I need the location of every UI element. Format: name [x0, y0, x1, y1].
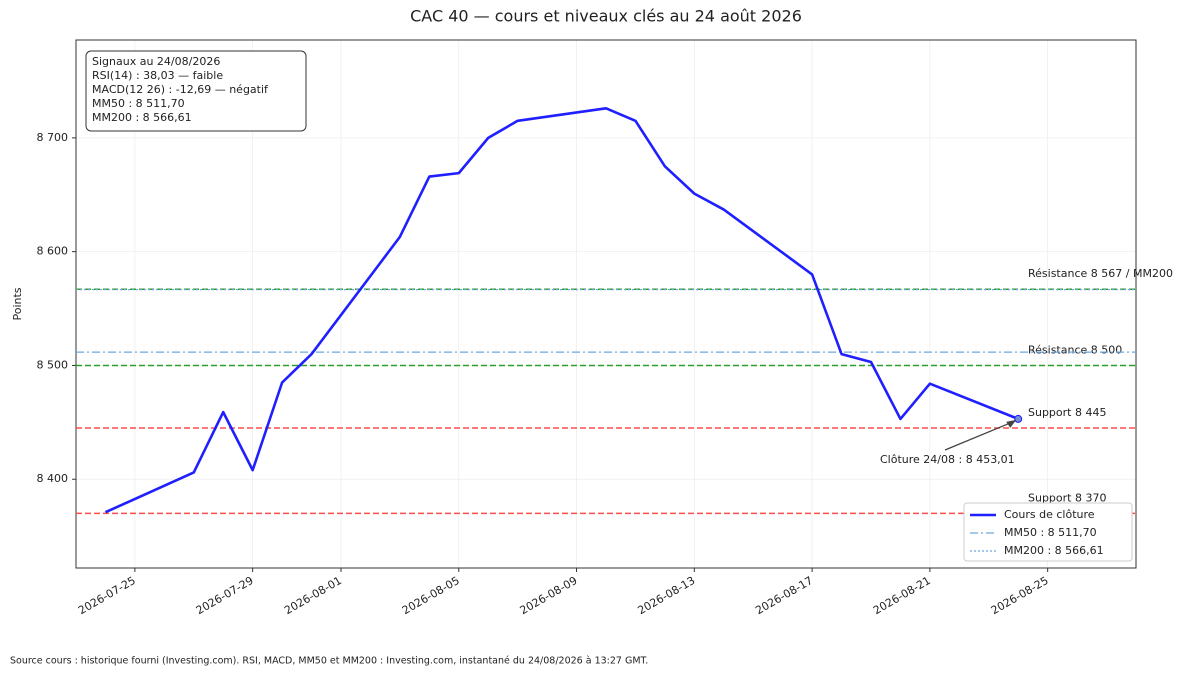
x-tick-label: 2026-08-21 — [871, 574, 933, 617]
x-tick-label: 2026-08-01 — [282, 574, 344, 617]
plot-frame — [75, 39, 1137, 569]
legend-label: MM200 : 8 566,61 — [1004, 544, 1104, 557]
x-tick-label: 2026-08-25 — [989, 574, 1051, 617]
level-label: Support 8 370 — [1028, 491, 1106, 504]
x-tick-label: 2026-08-09 — [518, 574, 580, 617]
close-marker — [1014, 414, 1023, 423]
annotation-arrow — [944, 420, 1016, 451]
annotation-text: Clôture 24/08 : 8 453,01 — [880, 453, 1015, 466]
y-axis-label: Points — [11, 287, 24, 320]
y-tick-label: 8 400 — [37, 472, 69, 485]
chart-title: CAC 40 — cours et niveaux clés au 24 aoû… — [410, 7, 802, 26]
y-tick-label: 8 600 — [37, 245, 69, 258]
legend-box — [963, 502, 1133, 562]
x-tick-label: 2026-07-25 — [76, 574, 138, 617]
info-box — [85, 50, 307, 132]
level-label: Résistance 8 567 / MM200 — [1028, 267, 1173, 280]
x-tick-label: 2026-08-05 — [400, 574, 462, 617]
legend-label: MM50 : 8 511,70 — [1004, 526, 1097, 539]
x-tick-label: 2026-07-29 — [194, 574, 256, 617]
info-line: RSI(14) : 38,03 — faible — [92, 69, 223, 82]
arrow-head — [1006, 419, 1017, 428]
info-line: MACD(12 26) : -12,69 — négatif — [92, 83, 269, 96]
x-tick-label: 2026-08-17 — [753, 574, 815, 617]
x-tick-label: 2026-08-13 — [635, 574, 697, 617]
y-tick-label: 8 700 — [37, 131, 69, 144]
info-line: MM200 : 8 566,61 — [92, 111, 192, 124]
level-label: Résistance 8 500 — [1028, 343, 1122, 356]
level-label: Support 8 445 — [1028, 406, 1106, 419]
source-note: Source cours : historique fourni (Invest… — [10, 656, 648, 667]
legend-label: Cours de clôture — [1004, 508, 1095, 521]
price-line — [104, 106, 1019, 514]
y-tick-label: 8 500 — [37, 358, 69, 371]
info-line: Signaux au 24/08/2026 — [92, 55, 220, 68]
info-line: MM50 : 8 511,70 — [92, 97, 185, 110]
